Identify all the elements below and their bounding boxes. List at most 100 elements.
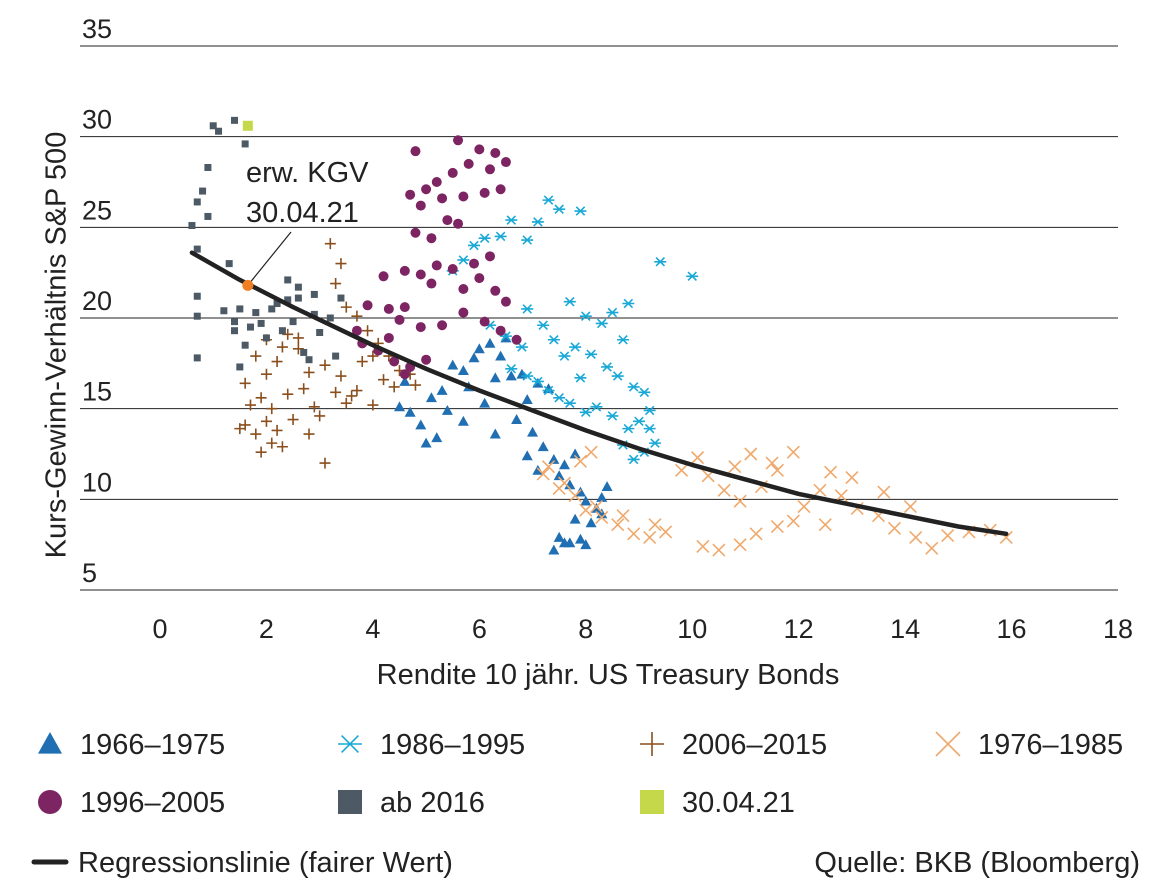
x-tick-label: 18 <box>1103 614 1133 644</box>
legend-label: 1966–1975 <box>80 729 225 761</box>
data-point <box>601 362 614 372</box>
data-point <box>574 533 586 544</box>
data-point <box>298 383 310 395</box>
data-point <box>388 381 400 393</box>
data-point <box>188 222 196 230</box>
data-point <box>521 371 534 381</box>
data-point <box>260 415 272 427</box>
data-point <box>367 350 379 362</box>
data-point <box>601 481 613 492</box>
data-point <box>580 495 592 506</box>
data-point <box>733 538 747 552</box>
data-point <box>356 356 368 368</box>
data-point <box>316 329 324 337</box>
data-point <box>457 415 469 426</box>
data-point <box>786 514 800 528</box>
data-point <box>431 260 442 271</box>
data-point <box>941 529 955 543</box>
data-point <box>521 304 534 314</box>
data-point <box>409 379 421 391</box>
y-tick-label: 30 <box>82 105 112 135</box>
data-point <box>367 399 379 411</box>
data-point <box>500 157 511 168</box>
data-point <box>574 373 587 383</box>
data-point <box>495 184 506 195</box>
data-point <box>786 445 800 459</box>
data-point <box>521 450 533 461</box>
data-point <box>319 359 331 371</box>
data-point <box>252 309 260 317</box>
data-point <box>925 541 939 555</box>
data-points <box>188 116 1013 557</box>
data-point <box>193 354 201 362</box>
data-point <box>268 305 276 313</box>
data-point <box>627 382 640 392</box>
data-point <box>399 375 411 386</box>
data-point <box>276 441 288 453</box>
data-point <box>469 258 480 269</box>
y-tick-label: 35 <box>82 14 112 44</box>
data-point <box>585 349 598 360</box>
data-point <box>394 401 405 412</box>
data-point <box>584 445 598 459</box>
x-tick-label: 8 <box>578 614 593 644</box>
data-point <box>292 332 304 344</box>
data-point <box>531 376 544 387</box>
data-point <box>712 543 726 557</box>
data-point <box>489 372 501 383</box>
y-tick-label: 10 <box>82 467 112 497</box>
legend-marker <box>338 735 362 753</box>
data-point <box>589 500 603 514</box>
data-point <box>627 454 640 465</box>
data-point <box>260 368 272 380</box>
data-point <box>378 271 389 282</box>
data-point <box>289 318 297 326</box>
data-point <box>458 283 469 294</box>
data-point <box>468 352 480 363</box>
data-point <box>421 184 432 195</box>
x-tick-label: 16 <box>997 614 1027 644</box>
data-point <box>193 245 201 253</box>
data-point <box>622 298 635 309</box>
legend-marker <box>38 790 62 814</box>
data-point <box>505 364 518 374</box>
data-point <box>310 310 318 318</box>
x-axis-label: Rendite 10 jähr. US Treasury Bonds <box>377 659 840 691</box>
data-point <box>579 407 592 418</box>
data-point <box>749 527 763 541</box>
data-point <box>474 144 485 155</box>
data-point <box>351 310 363 322</box>
data-point <box>622 423 635 434</box>
data-point <box>590 402 603 412</box>
data-point <box>585 517 597 528</box>
data-point <box>330 278 342 290</box>
data-point <box>728 460 742 474</box>
data-point <box>654 257 667 267</box>
data-point <box>193 198 201 206</box>
data-point <box>244 399 256 411</box>
data-point <box>294 294 302 302</box>
data-point <box>426 278 437 289</box>
data-point <box>209 122 217 130</box>
annotation-text: erw. KGV <box>246 157 369 189</box>
data-point <box>271 424 283 436</box>
data-point <box>606 307 619 318</box>
data-point <box>415 322 426 333</box>
data-point <box>909 530 923 544</box>
annotation-group: erw. KGV 30.04.21 <box>242 157 369 291</box>
data-point <box>463 158 474 169</box>
data-point <box>303 366 315 378</box>
data-point <box>231 116 239 124</box>
data-point <box>246 323 254 331</box>
data-point <box>294 283 302 291</box>
legend-label: Regressionslinie (fairer Wert) <box>78 847 453 879</box>
data-point <box>479 316 490 327</box>
data-point <box>193 292 201 300</box>
data-point <box>310 290 318 298</box>
data-point <box>521 394 533 404</box>
data-point <box>770 463 784 477</box>
x-tick-label: 4 <box>365 614 380 644</box>
data-point <box>606 411 619 421</box>
data-point <box>611 518 625 532</box>
